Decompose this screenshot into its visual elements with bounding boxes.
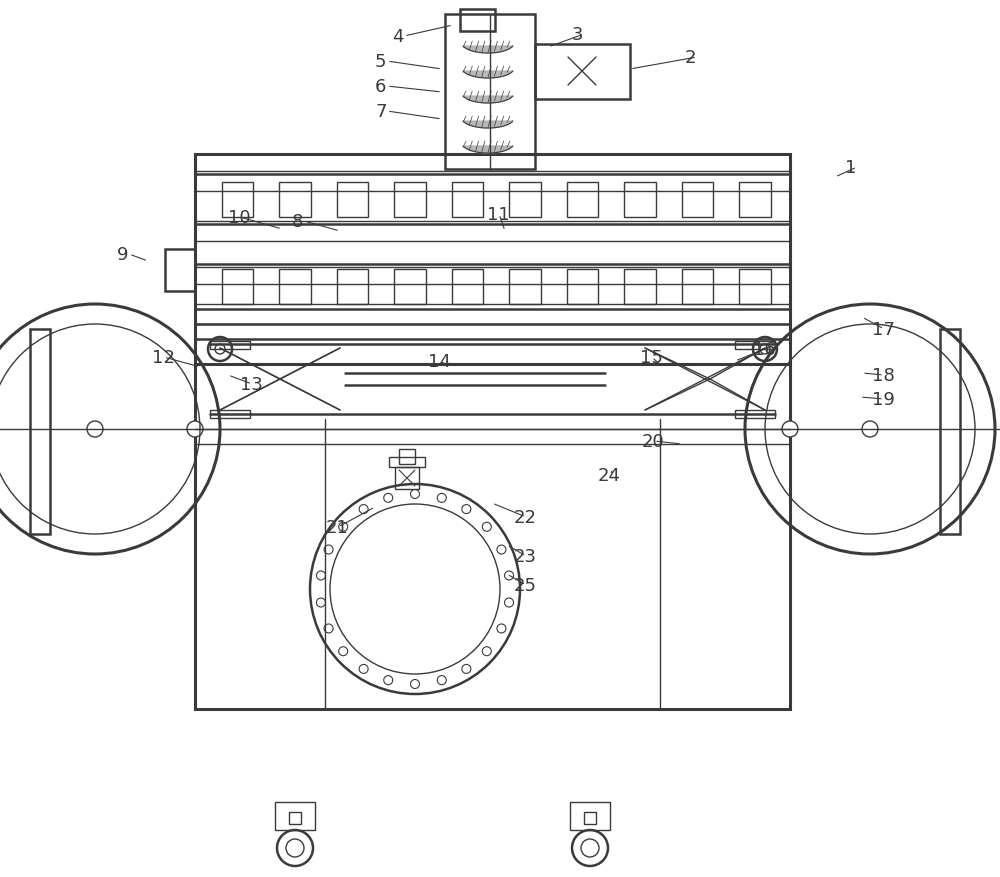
Text: 23: 23: [514, 547, 537, 566]
Text: 20: 20: [642, 432, 665, 451]
Circle shape: [324, 545, 333, 554]
Bar: [682, 270, 713, 304]
Bar: [389, 458, 425, 467]
Polygon shape: [463, 97, 513, 103]
Circle shape: [760, 345, 770, 354]
Bar: [584, 812, 596, 824]
Text: 5: 5: [375, 53, 387, 71]
Polygon shape: [463, 72, 513, 79]
Text: 11: 11: [487, 206, 510, 224]
Bar: [394, 270, 426, 304]
Circle shape: [359, 665, 368, 674]
Bar: [570, 802, 610, 830]
Bar: [394, 182, 426, 217]
Bar: [509, 270, 541, 304]
Text: 9: 9: [117, 246, 129, 264]
Text: 21: 21: [326, 518, 349, 537]
Bar: [30, 330, 50, 534]
Polygon shape: [463, 122, 513, 129]
Polygon shape: [463, 47, 513, 53]
Bar: [739, 270, 771, 304]
Circle shape: [324, 624, 333, 633]
Text: 22: 22: [514, 509, 537, 526]
Bar: [210, 410, 250, 418]
Circle shape: [359, 505, 368, 514]
Bar: [445, 15, 535, 170]
Circle shape: [462, 505, 471, 514]
Circle shape: [316, 571, 325, 581]
Circle shape: [862, 422, 878, 438]
Circle shape: [339, 647, 348, 656]
Circle shape: [384, 494, 393, 503]
Circle shape: [782, 422, 798, 438]
Text: 2: 2: [685, 49, 696, 67]
Circle shape: [505, 598, 514, 608]
Text: 17: 17: [872, 321, 895, 339]
Bar: [735, 410, 775, 418]
Text: 10: 10: [228, 209, 251, 227]
Bar: [739, 182, 771, 217]
Circle shape: [339, 523, 348, 531]
Bar: [279, 182, 311, 217]
Polygon shape: [463, 147, 513, 153]
Bar: [222, 270, 253, 304]
Text: 4: 4: [392, 28, 404, 46]
Bar: [460, 10, 495, 32]
Bar: [275, 802, 315, 830]
Text: 12: 12: [152, 348, 175, 367]
Bar: [682, 182, 713, 217]
Circle shape: [87, 422, 103, 438]
Circle shape: [411, 490, 420, 499]
Bar: [940, 330, 960, 534]
Bar: [195, 155, 790, 709]
Text: 13: 13: [240, 375, 263, 394]
Circle shape: [482, 523, 491, 531]
Circle shape: [384, 676, 393, 685]
Circle shape: [437, 676, 446, 685]
Bar: [210, 342, 250, 350]
Text: 19: 19: [872, 390, 895, 409]
Text: 1: 1: [845, 159, 856, 177]
Bar: [566, 270, 598, 304]
Bar: [735, 342, 775, 350]
Bar: [509, 182, 541, 217]
Bar: [337, 270, 368, 304]
Bar: [279, 270, 311, 304]
Bar: [535, 45, 630, 100]
Text: 16: 16: [753, 340, 776, 359]
Bar: [624, 182, 656, 217]
Bar: [337, 182, 368, 217]
Text: 3: 3: [572, 26, 584, 44]
Text: 8: 8: [292, 213, 303, 231]
Bar: [395, 467, 419, 489]
Bar: [289, 812, 301, 824]
Circle shape: [215, 345, 225, 354]
Circle shape: [437, 494, 446, 503]
Circle shape: [316, 598, 325, 608]
Circle shape: [411, 680, 420, 688]
Text: 15: 15: [640, 348, 663, 367]
Bar: [222, 182, 253, 217]
Bar: [399, 450, 415, 465]
Circle shape: [482, 647, 491, 656]
Circle shape: [497, 624, 506, 633]
Bar: [452, 270, 483, 304]
Text: 7: 7: [375, 103, 387, 121]
Bar: [452, 182, 483, 217]
Text: 24: 24: [598, 467, 621, 484]
Text: 14: 14: [428, 353, 451, 371]
Circle shape: [187, 422, 203, 438]
Circle shape: [505, 571, 514, 581]
Text: 25: 25: [514, 576, 537, 595]
Bar: [624, 270, 656, 304]
Bar: [165, 250, 195, 292]
Text: 18: 18: [872, 367, 895, 384]
Circle shape: [497, 545, 506, 554]
Text: 6: 6: [375, 78, 386, 96]
Circle shape: [462, 665, 471, 674]
Bar: [566, 182, 598, 217]
